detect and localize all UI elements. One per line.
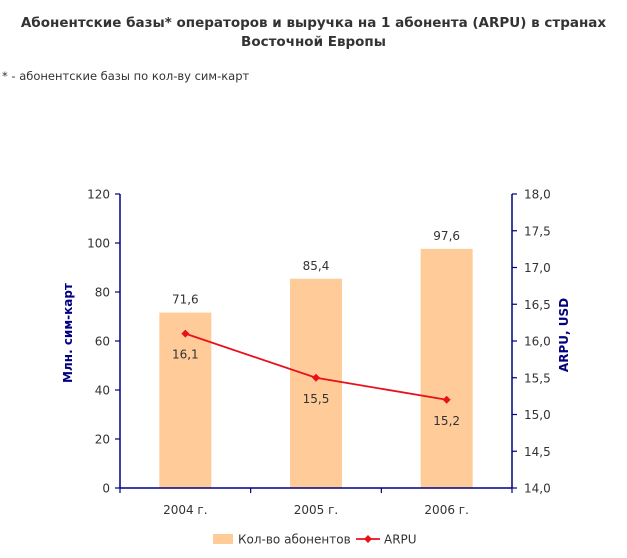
arpu-value-label: 16,1 [172, 348, 199, 362]
y2-axis-title: ARPU, USD [557, 298, 571, 372]
y-axis-title: Млн. сим-карт [61, 283, 75, 383]
right-tick-label: 16,0 [524, 335, 551, 349]
left-tick-label: 40 [95, 384, 110, 398]
bar [290, 278, 342, 488]
bar-value-label: 97,6 [433, 229, 460, 243]
right-tick-label: 15,5 [524, 371, 551, 385]
arpu-value-label: 15,5 [303, 392, 330, 406]
bar-value-label: 85,4 [303, 259, 330, 273]
left-tick-label: 20 [95, 433, 110, 447]
left-tick-label: 60 [95, 335, 110, 349]
legend-bar-swatch [213, 534, 233, 544]
arpu-value-label: 15,2 [433, 414, 460, 428]
legend-line-marker [364, 535, 372, 543]
right-tick-label: 15,0 [524, 408, 551, 422]
arpu-point [312, 373, 320, 382]
footnote: * - абонентские базы по кол-ву сим-карт [2, 69, 250, 83]
right-tick-label: 18,0 [524, 188, 551, 202]
bar [420, 248, 473, 488]
legend-line-label: ARPU [384, 533, 417, 547]
arpu-point [442, 395, 451, 404]
right-tick-label: 16,5 [524, 298, 551, 312]
chart-title-line-1: Абонентские базы* операторов и выручка н… [20, 15, 607, 31]
bar [159, 312, 212, 488]
left-tick-label: 80 [95, 286, 110, 300]
right-tick-label: 17,5 [524, 224, 551, 238]
bar-value-label: 71,6 [172, 293, 199, 307]
x-tick-label: 2004 г. [163, 503, 207, 517]
chart-title: Абонентские базы* операторов и выручка н… [0, 14, 627, 52]
right-tick-label: 14,0 [524, 482, 551, 496]
chart-title-line-2: Восточной Европы [241, 34, 386, 50]
right-tick-label: 14,5 [524, 445, 551, 459]
left-tick-label: 0 [102, 482, 110, 496]
left-tick-label: 100 [87, 237, 110, 251]
arpu-point [181, 329, 190, 338]
x-tick-label: 2006 г. [424, 503, 468, 517]
legend-bar-label: Кол-во абонентов [238, 533, 351, 547]
right-tick-label: 17,0 [524, 261, 551, 275]
left-tick-label: 120 [87, 188, 110, 202]
x-tick-label: 2005 г. [294, 503, 338, 517]
